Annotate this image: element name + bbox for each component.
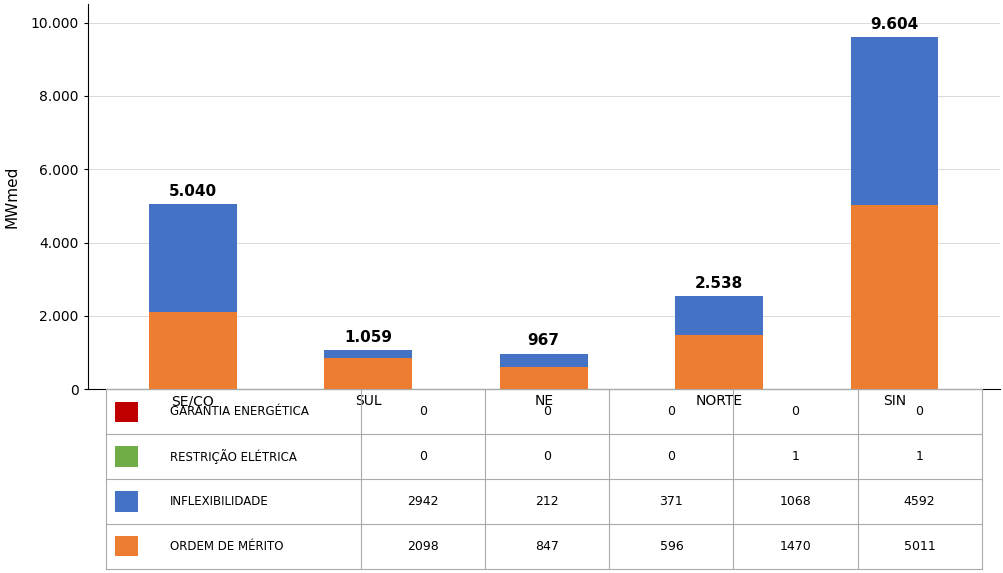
Bar [499, 354, 587, 367]
Y-axis label: MWmed: MWmed [4, 166, 19, 228]
Text: 847: 847 [535, 540, 559, 553]
Bar [324, 358, 411, 389]
Bar [675, 296, 762, 335]
Bar [324, 350, 411, 358]
Text: 5.040: 5.040 [169, 184, 217, 199]
Text: 0: 0 [915, 405, 923, 418]
Text: 2942: 2942 [407, 495, 438, 508]
Bar [114, 492, 137, 512]
Text: 0: 0 [543, 450, 551, 463]
Bar [675, 335, 762, 389]
Text: 1: 1 [790, 450, 798, 463]
Text: 1: 1 [915, 450, 923, 463]
Text: 1.059: 1.059 [344, 330, 392, 345]
Text: 1470: 1470 [779, 540, 810, 553]
Text: GARANTIA ENERGÉTICA: GARANTIA ENERGÉTICA [170, 405, 308, 418]
Text: 0: 0 [790, 405, 798, 418]
Text: 2098: 2098 [407, 540, 438, 553]
Bar [114, 536, 137, 556]
Text: 212: 212 [535, 495, 559, 508]
Text: 0: 0 [543, 405, 551, 418]
Text: 2.538: 2.538 [694, 276, 742, 291]
Text: 4592: 4592 [903, 495, 935, 508]
Bar [114, 446, 137, 466]
Text: 5011: 5011 [903, 540, 935, 553]
Text: 0: 0 [419, 405, 427, 418]
Text: RESTRIÇÃO ELÉTRICA: RESTRIÇÃO ELÉTRICA [170, 449, 296, 464]
Bar [499, 367, 587, 389]
Bar [850, 206, 938, 389]
Text: 9.604: 9.604 [870, 17, 918, 32]
Text: ORDEM DE MÉRITO: ORDEM DE MÉRITO [170, 540, 283, 553]
Bar [148, 312, 237, 389]
Text: INFLEXIBILIDADE: INFLEXIBILIDADE [170, 495, 268, 508]
Text: 371: 371 [659, 495, 683, 508]
Bar [850, 37, 938, 206]
Text: 0: 0 [667, 405, 675, 418]
Bar [114, 402, 137, 422]
Text: 596: 596 [659, 540, 683, 553]
Bar [148, 205, 237, 312]
Text: 1068: 1068 [779, 495, 810, 508]
Text: 967: 967 [528, 333, 559, 348]
Text: 0: 0 [419, 450, 427, 463]
Text: 0: 0 [667, 450, 675, 463]
